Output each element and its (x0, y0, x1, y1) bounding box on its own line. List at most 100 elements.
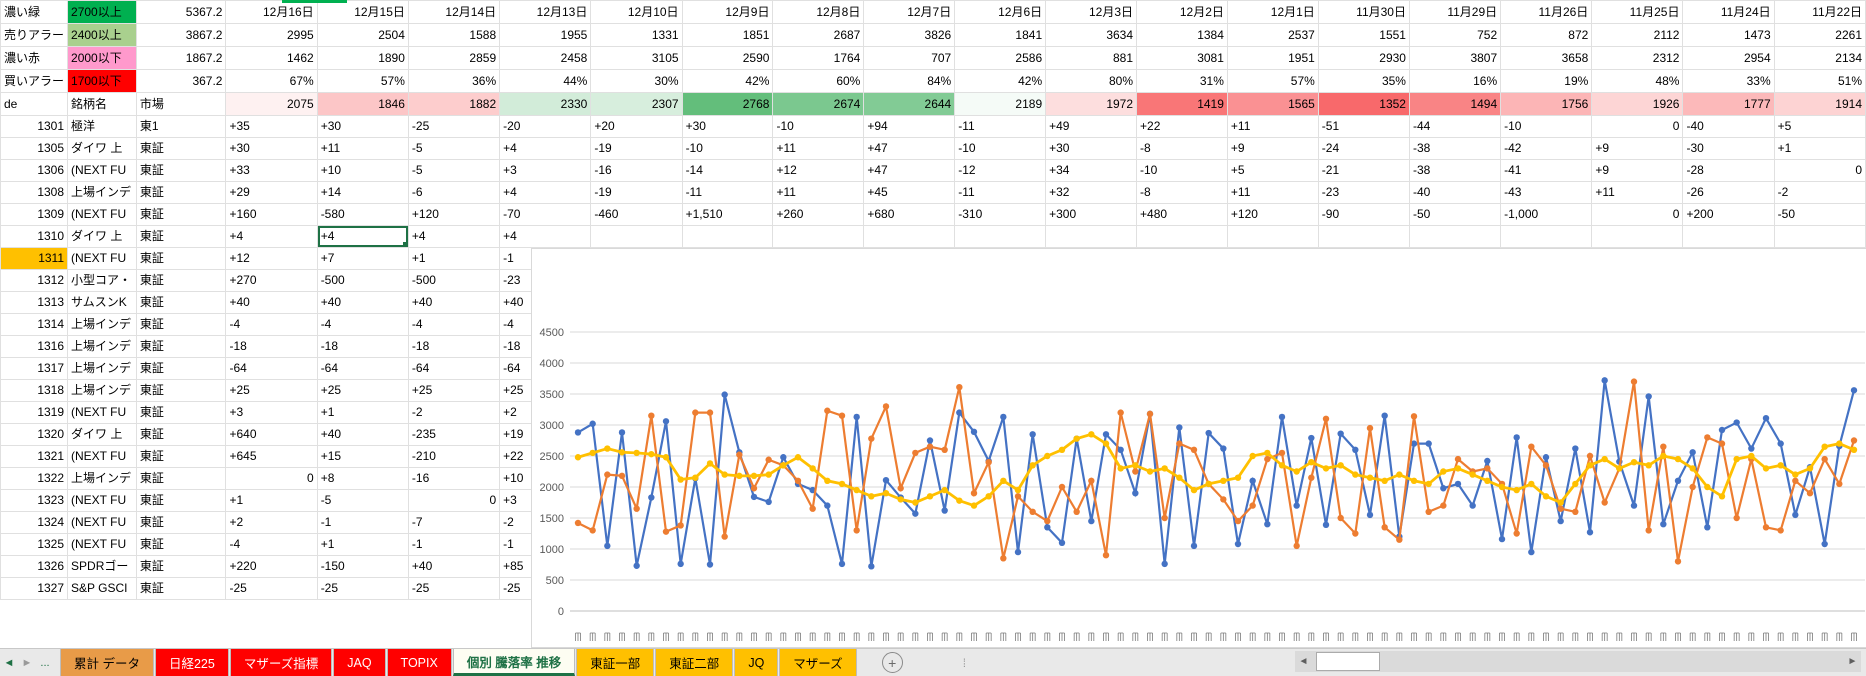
value-cell[interactable]: +25 (225, 379, 318, 402)
legend-label[interactable]: 濃い緑 (0, 0, 69, 24)
sheet-tab[interactable]: マザーズ (779, 649, 857, 676)
percent-cell[interactable]: 42% (954, 69, 1047, 93)
stock-market[interactable]: 東1 (135, 115, 227, 138)
sheet-tab[interactable]: 個別 騰落率 推移 (452, 649, 576, 676)
value-cell[interactable]: +40 (407, 291, 501, 314)
stock-name[interactable]: SPDRゴー (67, 555, 137, 578)
stock-market[interactable]: 東証 (135, 357, 227, 380)
value-cell[interactable]: +200 (1682, 203, 1775, 226)
legend-threshold-cell[interactable]: 2700以上 (67, 0, 137, 24)
value-cell[interactable]: +34 (1045, 159, 1138, 182)
horizontal-scrollbar[interactable]: ◄ ► (1295, 651, 1861, 672)
value-cell[interactable]: +40 (225, 291, 318, 314)
value-cell[interactable]: +14 (316, 181, 409, 204)
value-cell[interactable]: -14 (681, 159, 774, 182)
stock-code[interactable]: 1321 (0, 445, 69, 468)
date-header[interactable]: 12月1日 (1226, 0, 1319, 24)
total-cell[interactable]: 2075 (225, 92, 318, 116)
date-header[interactable]: 11月24日 (1682, 0, 1775, 24)
value-cell[interactable]: -24 (1317, 137, 1410, 160)
date-header[interactable]: 12月14日 (407, 0, 501, 24)
value-cell[interactable]: -26 (1682, 181, 1775, 204)
total-cell[interactable]: 1914 (1773, 92, 1866, 116)
value-cell[interactable]: +640 (225, 423, 318, 446)
value-cell[interactable]: -90 (1317, 203, 1410, 226)
value-cell[interactable]: +220 (225, 555, 318, 578)
down-count-cell[interactable]: 2859 (407, 46, 501, 70)
stock-name[interactable]: (NEXT FU (67, 533, 137, 556)
value-cell[interactable]: +30 (681, 115, 774, 138)
date-header[interactable]: 11月26日 (1500, 0, 1593, 24)
value-cell[interactable] (590, 225, 683, 248)
up-count-cell[interactable]: 2504 (316, 23, 409, 47)
value-cell[interactable]: -43 (1500, 181, 1593, 204)
value-cell[interactable]: +12 (225, 247, 318, 270)
stock-name[interactable]: 上場インデ (67, 357, 137, 380)
legend-label[interactable]: 買いアラー (0, 69, 69, 93)
value-cell[interactable]: +300 (1045, 203, 1138, 226)
value-cell[interactable]: -28 (1682, 159, 1775, 182)
value-cell[interactable]: -40 (1408, 181, 1502, 204)
stock-name[interactable]: 小型コア・ (67, 269, 137, 292)
down-count-cell[interactable]: 2312 (1591, 46, 1684, 70)
legend-threshold-cell[interactable]: 1700以下 (67, 69, 137, 93)
value-cell[interactable]: +5 (1226, 159, 1319, 182)
down-count-cell[interactable]: 2930 (1317, 46, 1410, 70)
stock-market[interactable]: 東証 (135, 159, 227, 182)
stock-market[interactable]: 東証 (135, 577, 227, 600)
date-header[interactable]: 12月3日 (1045, 0, 1138, 24)
sheet-tab[interactable]: TOPIX (386, 649, 452, 676)
total-cell[interactable]: 2674 (772, 92, 865, 116)
stock-code[interactable]: 1327 (0, 577, 69, 600)
value-cell[interactable]: 0 (1591, 203, 1684, 226)
value-cell[interactable] (954, 225, 1047, 248)
value-cell[interactable]: -41 (1500, 159, 1593, 182)
value-cell[interactable]: +3 (225, 401, 318, 424)
value-cell[interactable]: +4 (499, 225, 592, 248)
total-cell[interactable]: 1972 (1045, 92, 1138, 116)
value-cell[interactable]: -25 (407, 115, 501, 138)
value-cell[interactable]: +25 (316, 379, 409, 402)
up-count-cell[interactable]: 752 (1408, 23, 1502, 47)
percent-cell[interactable]: 16% (1408, 69, 1502, 93)
value-cell[interactable]: -5 (407, 137, 501, 160)
down-count-cell[interactable]: 3658 (1500, 46, 1593, 70)
value-cell[interactable]: -11 (954, 181, 1047, 204)
up-count-cell[interactable]: 2995 (225, 23, 318, 47)
stock-code[interactable]: 1326 (0, 555, 69, 578)
value-cell[interactable]: -8 (1136, 181, 1228, 204)
value-cell[interactable]: -50 (1408, 203, 1502, 226)
value-cell[interactable]: -25 (225, 577, 318, 600)
stock-code[interactable]: 1317 (0, 357, 69, 380)
value-cell[interactable]: -64 (316, 357, 409, 380)
stock-code[interactable]: 1308 (0, 181, 69, 204)
percent-cell[interactable]: 48% (1591, 69, 1684, 93)
value-cell[interactable] (1045, 225, 1138, 248)
value-cell[interactable]: +9 (1591, 137, 1684, 160)
value-cell[interactable]: +11 (1226, 115, 1319, 138)
date-header[interactable]: 11月22日 (1773, 0, 1866, 24)
value-cell[interactable]: +32 (1045, 181, 1138, 204)
value-cell[interactable]: -44 (1408, 115, 1502, 138)
value-cell[interactable]: 0 (407, 489, 501, 512)
stock-market[interactable]: 東証 (135, 269, 227, 292)
percent-cell[interactable]: 30% (590, 69, 683, 93)
stock-name[interactable]: 上場インデ (67, 335, 137, 358)
legend-threshold-cell[interactable]: 2000以下 (67, 46, 137, 70)
percent-cell[interactable]: 57% (316, 69, 409, 93)
value-cell[interactable] (1500, 225, 1593, 248)
value-cell[interactable]: -51 (1317, 115, 1410, 138)
value-cell[interactable]: +49 (1045, 115, 1138, 138)
value-cell[interactable]: -10 (954, 137, 1047, 160)
sheet-tab[interactable]: 東証二部 (655, 649, 734, 676)
value-cell[interactable]: +2 (225, 511, 318, 534)
value-cell[interactable]: -12 (954, 159, 1047, 182)
value-cell[interactable]: -19 (590, 181, 683, 204)
stock-name[interactable]: 上場インデ (67, 181, 137, 204)
stock-name[interactable]: ダイワ 上 (67, 423, 137, 446)
value-cell[interactable]: +160 (225, 203, 318, 226)
scroll-right-icon[interactable]: ► (1847, 656, 1858, 667)
up-count-cell[interactable]: 2112 (1591, 23, 1684, 47)
value-cell[interactable]: -2 (407, 401, 501, 424)
percent-cell[interactable]: 84% (863, 69, 956, 93)
